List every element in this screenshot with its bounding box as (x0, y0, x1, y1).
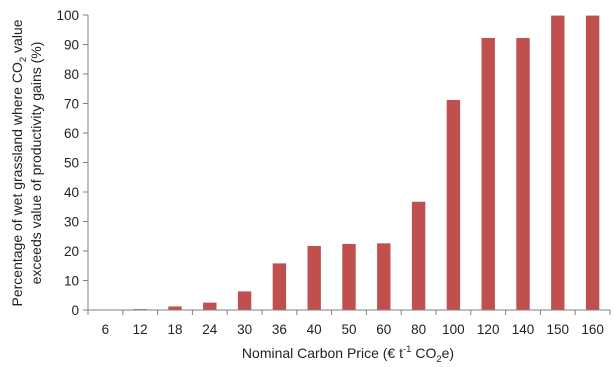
y-tick-label: 60 (64, 126, 79, 141)
y-tick-label: 80 (64, 67, 79, 82)
y-tick-label: 90 (64, 38, 79, 53)
x-axis-title: Nominal Carbon Price (€ t-1 CO2e) (242, 344, 454, 365)
bar-50 (342, 243, 356, 310)
x-tick-label: 24 (202, 322, 218, 337)
x-tick-label: 36 (272, 322, 287, 337)
bar-140 (516, 38, 530, 310)
y-tick-label: 0 (71, 303, 79, 318)
x-tick-label: 6 (102, 322, 110, 337)
y-tick-label: 30 (64, 215, 79, 230)
x-tick-label: 140 (512, 322, 535, 337)
x-tick-label: 120 (477, 322, 500, 337)
y-axis-title-line-2: exceeds value of productivity gains (%) (28, 42, 44, 285)
y-tick-label: 20 (64, 244, 79, 259)
bar-30 (237, 291, 252, 310)
x-tick-label: 50 (341, 322, 356, 337)
x-tick-label: 40 (307, 322, 322, 337)
x-tick-label: 150 (547, 322, 570, 337)
y-tick-label: 50 (64, 156, 79, 171)
x-tick-label: 100 (442, 322, 465, 337)
y-axis-ticks: 0 10 20 30 40 50 60 70 80 90 100 (56, 8, 88, 318)
y-axis-title: Percentage of wet grassland where CO2 va… (9, 19, 44, 306)
x-tick-label: 30 (237, 322, 252, 337)
y-tick-label: 10 (64, 274, 79, 289)
bar-80 (411, 201, 426, 310)
bar-24 (203, 302, 217, 310)
x-tick-label: 18 (167, 322, 182, 337)
bars (133, 15, 600, 311)
bar-160 (585, 15, 600, 311)
bar-150 (551, 15, 565, 311)
y-axis-title-line-1: Percentage of wet grassland where CO2 va… (9, 19, 29, 306)
bar-60 (377, 243, 391, 310)
y-tick-label: 40 (64, 185, 79, 200)
x-tick-label: 60 (376, 322, 391, 337)
bar-36 (272, 263, 287, 310)
bar-18 (168, 306, 182, 310)
x-tick-label: 80 (411, 322, 426, 337)
y-tick-label: 100 (56, 8, 79, 23)
bar-120 (481, 38, 495, 310)
x-tick-label: 160 (581, 322, 604, 337)
x-tick-label: 12 (133, 322, 148, 337)
x-axis-ticks: 6 12 18 24 30 36 40 50 60 80 100 120 140 150 160 (87, 310, 611, 337)
bar-100 (446, 99, 461, 311)
bar-40 (307, 245, 321, 310)
y-tick-label: 70 (64, 97, 79, 112)
